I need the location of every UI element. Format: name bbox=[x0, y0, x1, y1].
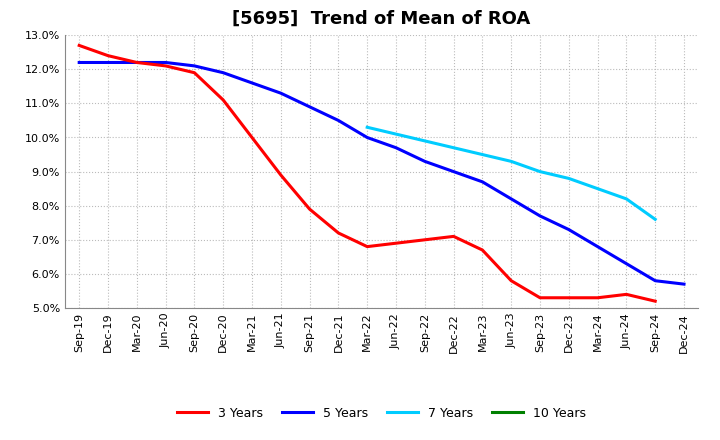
3 Years bbox=[478, 247, 487, 253]
7 Years bbox=[392, 132, 400, 137]
5 Years bbox=[219, 70, 228, 75]
Line: 5 Years: 5 Years bbox=[79, 62, 684, 284]
5 Years bbox=[680, 282, 688, 287]
3 Years bbox=[507, 278, 516, 283]
5 Years bbox=[593, 244, 602, 249]
3 Years bbox=[190, 70, 199, 75]
7 Years bbox=[363, 125, 372, 130]
3 Years bbox=[305, 206, 314, 212]
3 Years bbox=[593, 295, 602, 301]
5 Years bbox=[536, 213, 544, 219]
Line: 7 Years: 7 Years bbox=[367, 127, 655, 219]
5 Years bbox=[75, 60, 84, 65]
Title: [5695]  Trend of Mean of ROA: [5695] Trend of Mean of ROA bbox=[233, 10, 531, 28]
5 Years bbox=[363, 135, 372, 140]
7 Years bbox=[507, 159, 516, 164]
5 Years bbox=[622, 261, 631, 266]
5 Years bbox=[449, 169, 458, 174]
3 Years bbox=[420, 237, 429, 242]
3 Years bbox=[622, 292, 631, 297]
7 Years bbox=[536, 169, 544, 174]
5 Years bbox=[161, 60, 170, 65]
3 Years bbox=[363, 244, 372, 249]
7 Years bbox=[420, 138, 429, 143]
5 Years bbox=[104, 60, 112, 65]
7 Years bbox=[622, 196, 631, 202]
5 Years bbox=[190, 63, 199, 69]
3 Years bbox=[219, 97, 228, 103]
5 Years bbox=[248, 80, 256, 85]
Legend: 3 Years, 5 Years, 7 Years, 10 Years: 3 Years, 5 Years, 7 Years, 10 Years bbox=[172, 402, 591, 425]
3 Years bbox=[75, 43, 84, 48]
5 Years bbox=[392, 145, 400, 150]
7 Years bbox=[651, 216, 660, 222]
5 Years bbox=[334, 118, 343, 123]
3 Years bbox=[248, 135, 256, 140]
3 Years bbox=[651, 299, 660, 304]
5 Years bbox=[132, 60, 141, 65]
3 Years bbox=[334, 231, 343, 236]
3 Years bbox=[276, 172, 285, 178]
5 Years bbox=[651, 278, 660, 283]
3 Years bbox=[536, 295, 544, 301]
7 Years bbox=[478, 152, 487, 157]
3 Years bbox=[132, 60, 141, 65]
5 Years bbox=[276, 91, 285, 96]
5 Years bbox=[478, 179, 487, 184]
7 Years bbox=[593, 186, 602, 191]
3 Years bbox=[161, 63, 170, 69]
7 Years bbox=[564, 176, 573, 181]
3 Years bbox=[564, 295, 573, 301]
3 Years bbox=[392, 241, 400, 246]
5 Years bbox=[564, 227, 573, 232]
5 Years bbox=[305, 104, 314, 110]
3 Years bbox=[449, 234, 458, 239]
7 Years bbox=[449, 145, 458, 150]
5 Years bbox=[507, 196, 516, 202]
5 Years bbox=[420, 159, 429, 164]
3 Years bbox=[104, 53, 112, 58]
Line: 3 Years: 3 Years bbox=[79, 45, 655, 301]
